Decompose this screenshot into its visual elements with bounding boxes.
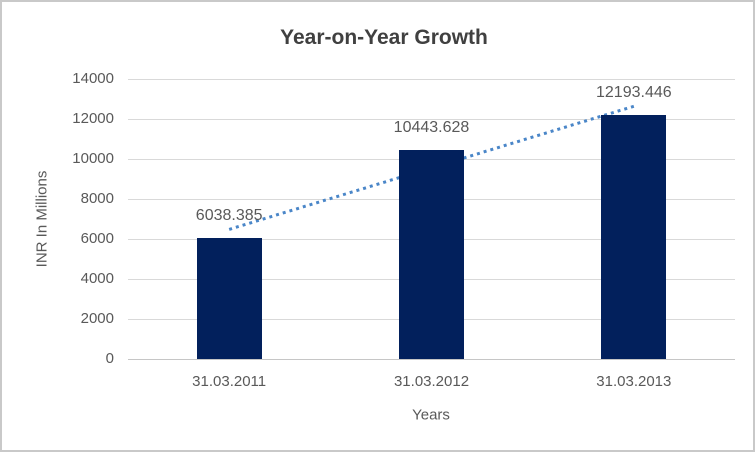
y-tick-label: 6000	[80, 230, 114, 247]
bar	[399, 150, 464, 359]
y-tick-label: 8000	[80, 190, 114, 207]
bar	[601, 115, 667, 359]
y-tick-label: 14000	[72, 70, 114, 87]
y-axis-title: INR In Millions	[33, 170, 51, 268]
y-tick-label: 10000	[72, 150, 114, 167]
x-axis-title: Years	[412, 406, 450, 424]
y-tick-label: 12000	[72, 110, 114, 127]
y-tick-label: 2000	[80, 310, 114, 327]
data-label: 12193.446	[596, 84, 672, 102]
x-axis-line	[128, 359, 735, 360]
x-tick-label: 31.03.2011	[192, 373, 267, 390]
data-label: 6038.385	[195, 207, 263, 225]
gridline	[128, 79, 735, 80]
x-tick-label: 31.03.2013	[596, 373, 672, 390]
y-tick-label: 0	[105, 350, 114, 367]
bar	[196, 238, 262, 359]
y-tick-label: 4000	[80, 270, 114, 287]
chart-title: Year-on-Year Growth	[280, 26, 488, 49]
x-tick-label: 31.03.2012	[393, 373, 470, 390]
data-label: 10443.628	[393, 119, 470, 137]
